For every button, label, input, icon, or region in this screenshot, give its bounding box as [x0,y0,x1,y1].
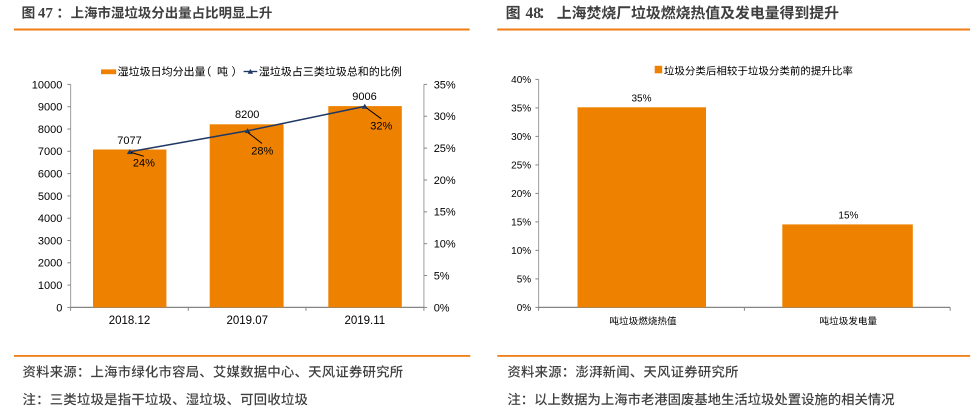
svg-text:9006: 9006 [352,91,376,103]
svg-text:5%: 5% [517,275,532,286]
svg-text:8200: 8200 [235,109,259,121]
svg-text:35%: 35% [434,79,456,91]
svg-text:20%: 20% [434,175,456,187]
svg-text:3000: 3000 [38,235,62,247]
svg-text:24%: 24% [133,157,155,169]
svg-text:0%: 0% [517,303,532,314]
svg-text:25%: 25% [434,143,456,155]
svg-text:2018.12: 2018.12 [109,315,151,327]
svg-text:2019.11: 2019.11 [344,315,385,327]
svg-text:40%: 40% [511,75,531,86]
svg-text:0%: 0% [434,302,450,314]
svg-text:7077: 7077 [117,135,141,147]
svg-text:1000: 1000 [38,280,62,292]
svg-text:9000: 9000 [38,102,62,114]
svg-text:0: 0 [56,302,62,314]
svg-text:30%: 30% [511,132,531,143]
svg-text:20%: 20% [511,189,531,200]
svg-text:10%: 10% [434,239,456,251]
svg-text:32%: 32% [370,121,392,133]
svg-text:5%: 5% [434,270,450,282]
svg-text:35%: 35% [631,93,651,104]
svg-text:2019.07: 2019.07 [227,315,269,327]
svg-text:35%: 35% [511,104,531,115]
svg-text:7000: 7000 [38,146,62,158]
svg-text:5000: 5000 [38,191,62,203]
svg-text:8000: 8000 [38,124,62,136]
svg-text:25%: 25% [511,161,531,172]
svg-text:15%: 15% [434,207,456,219]
svg-text:10000: 10000 [32,79,63,91]
svg-text:28%: 28% [251,146,273,158]
svg-text:15%: 15% [838,211,858,222]
svg-text:10%: 10% [511,246,531,257]
svg-text:30%: 30% [434,111,456,123]
svg-text:47: 47 [38,6,54,22]
svg-text:48: 48 [526,5,542,22]
svg-text:15%: 15% [511,218,531,229]
svg-text:4000: 4000 [38,213,62,225]
svg-text:2000: 2000 [38,258,62,270]
svg-text:6000: 6000 [38,169,62,181]
